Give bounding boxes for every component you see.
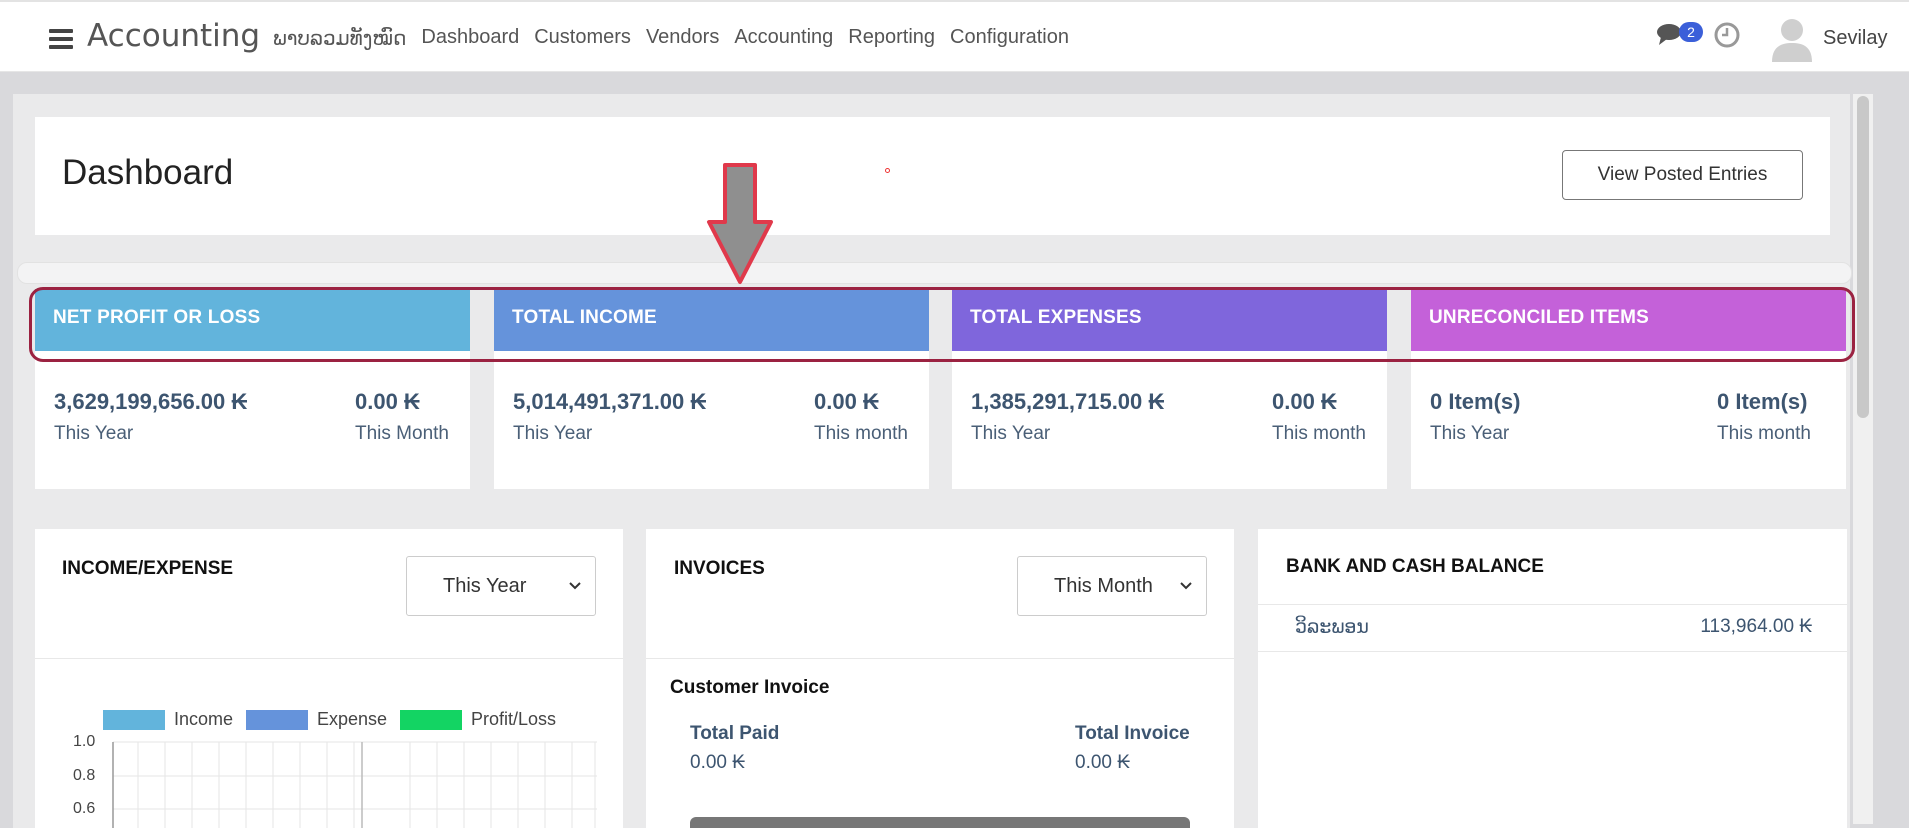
- username[interactable]: Sevilay: [1823, 27, 1888, 49]
- legend-profit-loss[interactable]: Profit/Loss: [400, 709, 556, 730]
- select-value: This Month: [1054, 574, 1153, 597]
- legend-label: Income: [174, 709, 234, 729]
- kpi-month-label: This Month: [355, 423, 449, 444]
- bank-cash-card: BANK AND CASH BALANCE ວິລະພອນ 113,964.00…: [1258, 529, 1847, 828]
- card-divider: [1258, 604, 1847, 605]
- down-arrow-annotation: [707, 163, 773, 284]
- page-title: Dashboard: [62, 153, 234, 192]
- legend-swatch: [103, 709, 165, 730]
- customer-invoice-title: Customer Invoice: [670, 677, 830, 698]
- kpi-year-value: 5,014,491,371.00 ₭: [513, 389, 707, 414]
- scrollbar-thumb[interactable]: [1857, 96, 1869, 418]
- kpi-year-label: This Year: [971, 423, 1051, 444]
- legend-income[interactable]: Income: [103, 709, 233, 730]
- nav-accounting[interactable]: Accounting: [734, 26, 834, 48]
- nav-vendors[interactable]: Vendors: [645, 26, 720, 48]
- nav-overview[interactable]: ພາບລວມທັງໝົດ: [273, 28, 407, 50]
- chevron-down-icon: [1180, 582, 1192, 590]
- nav-dashboard[interactable]: Dashboard: [421, 26, 520, 48]
- page-header-card: Dashboard View Posted Entries: [35, 117, 1830, 235]
- kpi-month-value: 0.00 ₭: [1272, 389, 1337, 414]
- nav-reporting[interactable]: Reporting: [848, 26, 936, 48]
- kpi-month-value: 0.00 ₭: [355, 389, 420, 414]
- legend-swatch: [246, 709, 308, 730]
- kpi-card-net-profit[interactable]: NET PROFIT OR LOSS 3,629,199,656.00 ₭ Th…: [35, 289, 470, 489]
- invoices-card: INVOICES This Month Customer Invoice Tot…: [646, 529, 1234, 828]
- y-tick: 1.0: [73, 733, 96, 750]
- view-posted-entries-button[interactable]: View Posted Entries: [1562, 150, 1803, 200]
- card-title: INCOME/EXPENSE: [62, 558, 234, 579]
- kpi-year-value: 0 Item(s): [1430, 389, 1521, 414]
- app-title: Accounting: [87, 18, 261, 54]
- top-navbar: Accounting ພາບລວມທັງໝົດ Dashboard Custom…: [0, 0, 1909, 72]
- select-value: This Year: [443, 574, 527, 597]
- kpi-month-label: This month: [1272, 423, 1366, 444]
- kpi-month-value: 0.00 ₭: [814, 389, 879, 414]
- total-invoice-label: Total Invoice: [1075, 723, 1190, 744]
- chat-icon[interactable]: [1656, 22, 1686, 48]
- legend-expense[interactable]: Expense: [246, 709, 387, 730]
- kpi-month-label: This month: [814, 423, 908, 444]
- kpi-title: NET PROFIT OR LOSS: [35, 289, 470, 351]
- kpi-year-label: This Year: [54, 423, 134, 444]
- card-divider: [35, 658, 623, 659]
- chart-grid: [112, 741, 597, 828]
- total-paid-label: Total Paid: [690, 723, 780, 744]
- kpi-month-label: This month: [1717, 423, 1811, 444]
- kpi-card-unreconciled[interactable]: UNRECONCILED ITEMS 0 Item(s) This Year 0…: [1411, 289, 1846, 489]
- menu-icon[interactable]: [49, 29, 73, 49]
- card-divider: [1258, 651, 1847, 652]
- legend-swatch: [400, 709, 462, 730]
- card-divider: [646, 658, 1234, 659]
- kpi-title: UNRECONCILED ITEMS: [1411, 289, 1846, 351]
- kpi-title: TOTAL EXPENSES: [952, 289, 1387, 351]
- main-nav: ພາບລວມທັງໝົດ Dashboard Customers Vendors…: [273, 26, 1069, 51]
- bank-account-amount: 113,964.00 ₭: [1700, 616, 1812, 637]
- divider-strip: [17, 262, 1852, 284]
- card-title: INVOICES: [674, 558, 765, 579]
- nav-configuration[interactable]: Configuration: [950, 26, 1069, 48]
- kpi-year-label: This Year: [513, 423, 593, 444]
- income-period-select[interactable]: This Year: [406, 556, 596, 616]
- y-tick: 0.6: [73, 800, 96, 817]
- chevron-down-icon: [569, 582, 581, 590]
- kpi-year-value: 3,629,199,656.00 ₭: [54, 389, 248, 414]
- bank-account-name[interactable]: ວິລະພອນ: [1295, 617, 1369, 638]
- kpi-month-value: 0 Item(s): [1717, 389, 1808, 414]
- red-dot-marker: [885, 168, 890, 173]
- card-title: BANK AND CASH BALANCE: [1286, 556, 1544, 577]
- kpi-card-total-expenses[interactable]: TOTAL EXPENSES 1,385,291,715.00 ₭ This Y…: [952, 289, 1387, 489]
- invoice-period-select[interactable]: This Month: [1017, 556, 1207, 616]
- y-tick: 0.8: [73, 767, 96, 784]
- scrollbar[interactable]: [1853, 94, 1873, 824]
- kpi-year-value: 1,385,291,715.00 ₭: [971, 389, 1165, 414]
- legend-label: Expense: [317, 709, 388, 729]
- nav-customers[interactable]: Customers: [534, 26, 631, 48]
- legend-label: Profit/Loss: [471, 709, 557, 729]
- kpi-year-label: This Year: [1430, 423, 1510, 444]
- kpi-title: TOTAL INCOME: [494, 289, 929, 351]
- clock-icon[interactable]: [1714, 22, 1740, 48]
- income-expense-card: INCOME/EXPENSE This Year: [35, 529, 623, 828]
- total-invoice-value: 0.00 ₭: [1075, 752, 1130, 773]
- avatar[interactable]: [1770, 16, 1814, 62]
- kpi-card-total-income[interactable]: TOTAL INCOME 5,014,491,371.00 ₭ This Yea…: [494, 289, 929, 489]
- total-paid-value: 0.00 ₭: [690, 752, 745, 773]
- message-count-badge: 2: [1679, 22, 1703, 42]
- invoice-progress-bar: [690, 817, 1190, 828]
